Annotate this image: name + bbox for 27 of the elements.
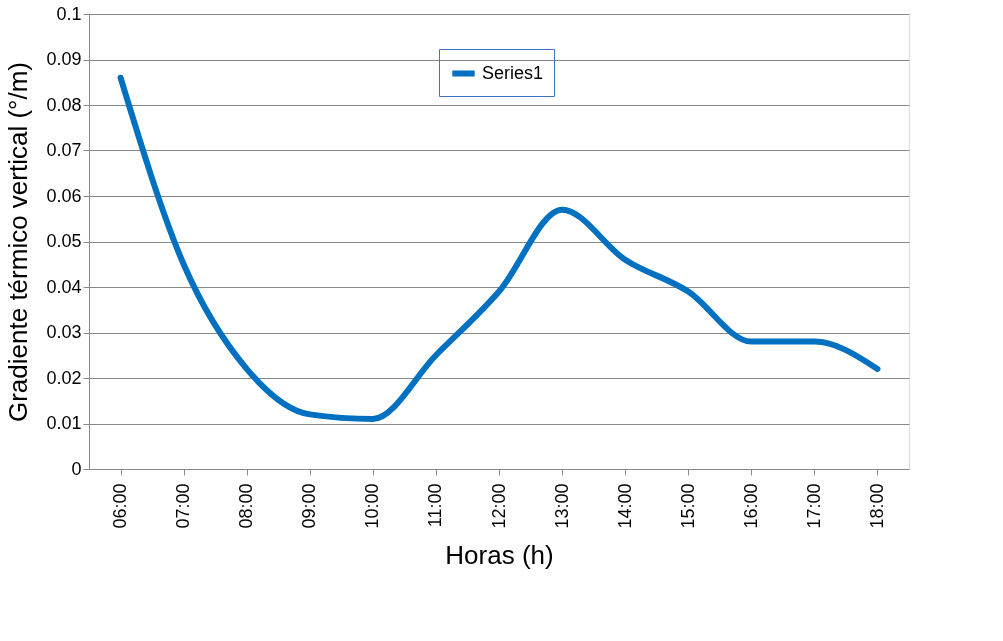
x-tick-label: 08:00 [236, 483, 257, 529]
x-tick-label: 15:00 [677, 483, 698, 529]
y-tick-label: 0.05 [46, 231, 82, 251]
x-tick-label: 13:00 [551, 483, 572, 529]
y-tick-label: 0.06 [46, 185, 82, 206]
x-tick-label: 16:00 [740, 483, 761, 529]
x-axis-title: Horas (h) [445, 539, 554, 570]
x-tick-label: 18:00 [866, 483, 887, 529]
y-axis-title: Gradiente térmico vertical (°/m) [3, 61, 34, 423]
y-tick-label: 0.03 [46, 322, 82, 342]
x-tick-label: 12:00 [488, 483, 509, 529]
y-tick-label: 0.07 [46, 140, 82, 160]
x-tick-label: 14:00 [614, 483, 635, 529]
x-tick-label: 10:00 [362, 483, 383, 529]
y-tick-label: 0.01 [46, 413, 82, 433]
x-tick-label: 17:00 [803, 483, 824, 529]
x-tick-label: 06:00 [110, 483, 131, 529]
y-tick-label: 0.09 [46, 49, 82, 69]
legend-label: Series1 [482, 62, 544, 83]
y-tick-label: 0 [71, 458, 82, 479]
x-tick-label: 09:00 [299, 483, 320, 529]
y-tick-label: 0.1 [56, 3, 82, 24]
y-tick-label: 0.08 [46, 94, 82, 115]
x-tick-label: 11:00 [425, 483, 446, 528]
x-tick-label: 07:00 [173, 483, 194, 529]
y-tick-label: 0.02 [46, 367, 82, 388]
y-tick-label: 0.04 [46, 276, 82, 297]
